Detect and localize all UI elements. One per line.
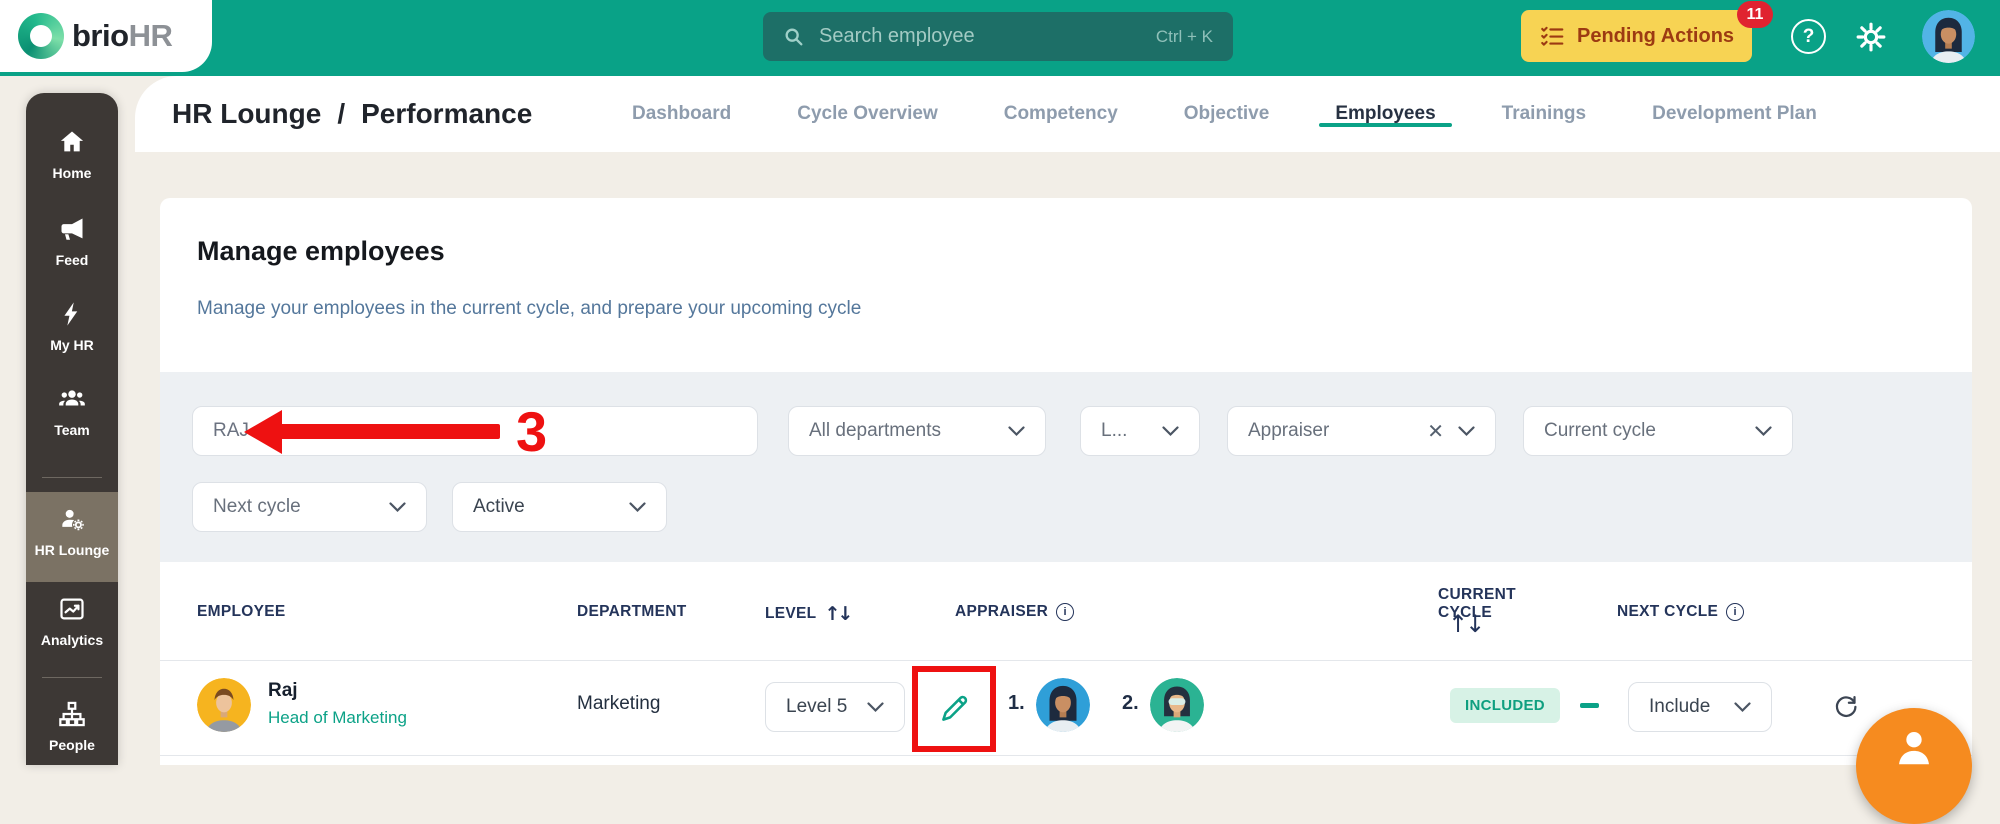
level-select[interactable]: Level 5	[765, 682, 905, 732]
settings-gear-icon[interactable]	[1851, 17, 1891, 57]
tab-competency[interactable]: Competency	[1003, 103, 1118, 124]
column-header-current-cycle: CURRENT CYCLE	[1438, 586, 1516, 621]
breadcrumb-page: Performance	[361, 98, 533, 129]
department-filter-dropdown[interactable]: All departments	[788, 406, 1046, 456]
info-icon[interactable]: i	[1726, 603, 1745, 621]
appraiser-filter-dropdown[interactable]: Appraiser ✕	[1227, 406, 1496, 456]
chevron-down-icon	[629, 501, 646, 512]
sidebar-item-analytics[interactable]: Analytics	[26, 595, 118, 648]
global-search[interactable]: Ctrl + K	[763, 12, 1233, 61]
annotation-arrow-shaft	[280, 424, 500, 439]
tab-objective[interactable]: Objective	[1183, 103, 1270, 124]
sidebar-active-highlight	[26, 492, 118, 582]
appraiser-1-avatar	[1036, 678, 1090, 732]
manage-employees-card: Manage employees Manage your employees i…	[160, 198, 1972, 765]
column-header-next-cycle: NEXT CYCLE i	[1617, 603, 1745, 621]
column-header-level: LEVEL ↑↓	[765, 603, 853, 625]
annotation-arrow	[244, 410, 282, 454]
add-employee-fab[interactable]	[1856, 708, 1972, 824]
filter-section	[160, 372, 1972, 562]
lightning-icon	[64, 302, 78, 326]
chevron-down-icon	[1755, 425, 1772, 436]
sidebar-item-people[interactable]: People	[26, 700, 118, 753]
sort-icon[interactable]: ↑↓	[824, 603, 853, 625]
sidebar-item-team[interactable]: Team	[26, 385, 118, 438]
sidebar-item-home[interactable]: Home	[26, 128, 118, 181]
sort-icon[interactable]: ↑↓	[1448, 610, 1485, 638]
tab-bar: Dashboard Cycle Overview Competency Obje…	[632, 76, 1817, 152]
next-cycle-filter-dropdown[interactable]: Next cycle	[192, 482, 427, 532]
employee-department: Marketing	[577, 693, 661, 714]
sidebar-item-my-hr[interactable]: My HR	[26, 300, 118, 353]
breadcrumb-separator: /	[337, 98, 346, 129]
home-icon	[60, 131, 84, 152]
help-icon[interactable]: ?	[1791, 19, 1826, 54]
person-icon	[1899, 732, 1929, 765]
search-input[interactable]	[819, 25, 1156, 48]
tab-trainings[interactable]: Trainings	[1501, 103, 1587, 124]
tab-dashboard[interactable]: Dashboard	[632, 103, 732, 124]
column-header-department: DEPARTMENT	[577, 603, 687, 620]
tab-employees[interactable]: Employees	[1319, 76, 1453, 152]
annotation-highlight-box	[912, 666, 996, 752]
employee-role: Head of Marketing	[268, 708, 407, 727]
refresh-icon[interactable]	[1832, 692, 1859, 724]
person-gear-icon	[62, 509, 84, 531]
current-cycle-filter-dropdown[interactable]: Current cycle	[1523, 406, 1793, 456]
clear-filter-icon[interactable]: ✕	[1427, 420, 1444, 443]
no-change-dash	[1580, 703, 1599, 708]
search-icon	[785, 28, 803, 45]
appraiser-order-1: 1.	[1008, 692, 1025, 714]
pending-count-badge: 11	[1737, 1, 1773, 28]
chevron-down-icon	[1734, 701, 1751, 712]
page-header-band: HR Lounge / Performance Dashboard Cycle …	[135, 76, 2000, 152]
edit-pencil-icon[interactable]	[937, 692, 971, 726]
brio-swirl-icon	[18, 13, 64, 59]
column-header-appraiser: APPRAISER i	[955, 603, 1075, 621]
employee-name[interactable]: Raj	[268, 680, 298, 701]
sidebar-item-feed[interactable]: Feed	[26, 215, 118, 268]
current-cycle-status-badge: INCLUDED	[1450, 688, 1560, 723]
user-avatar[interactable]	[1922, 10, 1975, 63]
pending-actions-button[interactable]: Pending Actions	[1521, 10, 1752, 62]
pending-actions-label: Pending Actions	[1577, 24, 1735, 47]
chevron-down-icon	[1162, 425, 1179, 436]
employee-avatar	[197, 678, 251, 732]
org-chart-icon	[59, 701, 85, 727]
search-shortcut: Ctrl + K	[1155, 26, 1213, 46]
breadcrumb: HR Lounge / Performance	[172, 76, 532, 152]
annotation-step-number: 3	[516, 400, 548, 463]
megaphone-icon	[61, 218, 83, 240]
chevron-down-icon	[1458, 425, 1475, 436]
status-filter-dropdown[interactable]: Active	[452, 482, 667, 532]
logo-hr: HR	[128, 18, 173, 53]
table-divider	[160, 660, 1972, 661]
column-header-employee: EMPLOYEE	[197, 603, 286, 620]
sidebar-divider	[42, 477, 102, 478]
chevron-down-icon	[1008, 425, 1025, 436]
sidebar-divider	[42, 677, 102, 678]
logo-brio: brio	[72, 18, 129, 53]
sidebar-nav: Home Feed My HR Team HR Lounge Analytics…	[26, 93, 118, 765]
tab-development-plan[interactable]: Development Plan	[1652, 103, 1817, 124]
appraiser-2-avatar	[1150, 678, 1204, 732]
breadcrumb-section[interactable]: HR Lounge	[172, 98, 322, 129]
checklist-icon	[1541, 26, 1564, 46]
top-bar: Ctrl + K Pending Actions 11 ?	[0, 0, 2000, 76]
line-chart-icon	[60, 598, 84, 620]
level-filter-dropdown[interactable]: L...	[1080, 406, 1200, 456]
team-icon	[59, 390, 85, 406]
chevron-down-icon	[389, 501, 406, 512]
next-cycle-select[interactable]: Include	[1628, 682, 1772, 732]
app-logo[interactable]: brioHR	[0, 0, 212, 72]
table-divider	[160, 755, 1972, 756]
info-icon[interactable]: i	[1056, 603, 1075, 621]
appraiser-order-2: 2.	[1122, 692, 1139, 714]
sidebar-item-hr-lounge[interactable]: HR Lounge	[26, 505, 118, 558]
tab-cycle-overview[interactable]: Cycle Overview	[797, 103, 938, 124]
page-subtitle: Manage your employees in the current cyc…	[197, 298, 862, 319]
page-title: Manage employees	[197, 236, 445, 266]
chevron-down-icon	[867, 701, 884, 712]
